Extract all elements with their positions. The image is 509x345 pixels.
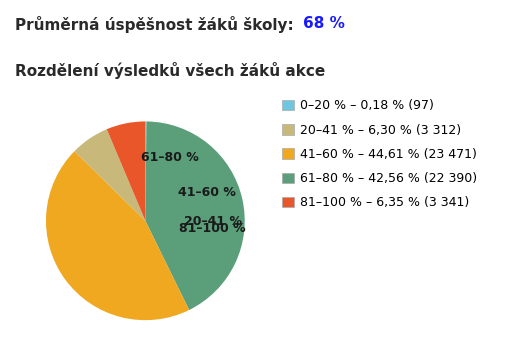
Text: Průměrná úspěšnost žáků školy:: Průměrná úspěšnost žáků školy: [15, 16, 299, 32]
Text: Rozdělení výsledků všech žáků akce: Rozdělení výsledků všech žáků akce [15, 62, 325, 79]
Legend: 0–20 % – 0,18 % (97), 20–41 % – 6,30 % (3 312), 41–60 % – 44,61 % (23 471), 61–8: 0–20 % – 0,18 % (97), 20–41 % – 6,30 % (… [281, 99, 476, 209]
Text: 61–80 %: 61–80 % [141, 151, 199, 165]
Text: 68 %: 68 % [303, 16, 345, 30]
Text: 20–41 %: 20–41 % [184, 215, 241, 228]
Wedge shape [106, 121, 145, 221]
Wedge shape [145, 121, 244, 310]
Wedge shape [145, 121, 146, 221]
Wedge shape [46, 151, 189, 320]
Wedge shape [74, 129, 145, 221]
Text: 41–60 %: 41–60 % [177, 186, 235, 199]
Text: 81–100 %: 81–100 % [179, 222, 245, 235]
